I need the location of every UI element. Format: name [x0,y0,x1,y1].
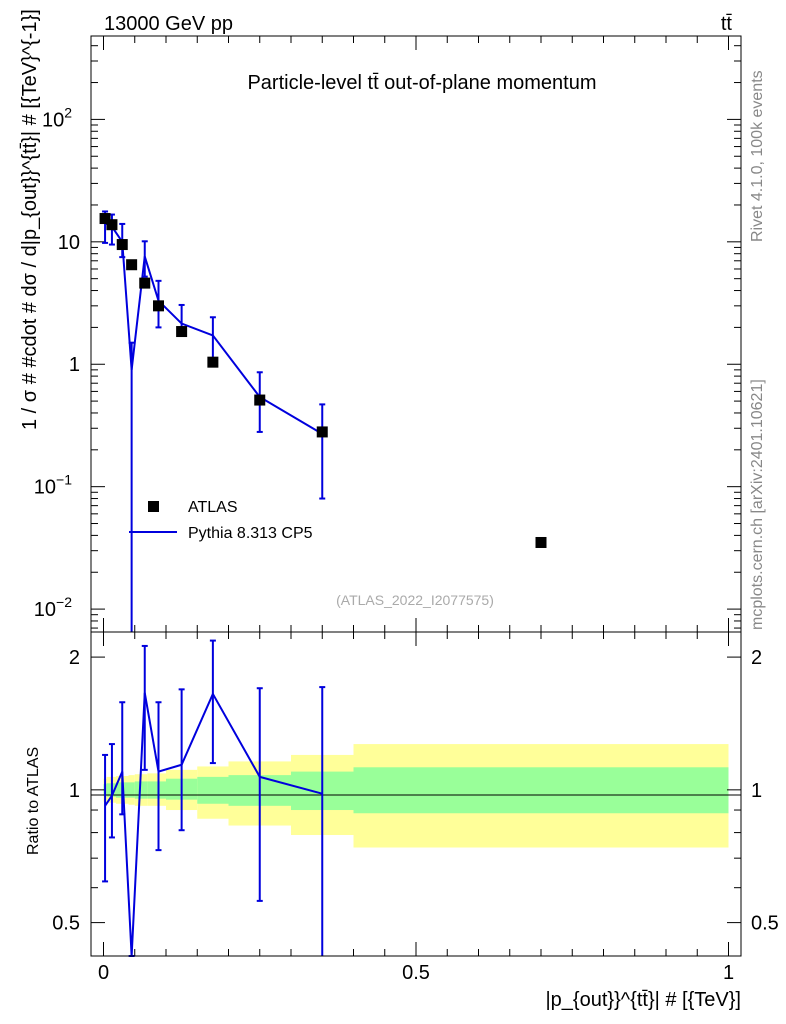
ratio-axis-ticks: 0 0.5 1 0.5 0.5 1 1 2 2 [52,632,779,984]
data-point [99,213,111,225]
inner-band [134,781,148,799]
ratio-panel: 0 0.5 1 0.5 0.5 1 1 2 2 Ratio to ATLAS |p_{out}}… [25,631,779,1011]
inner-band [147,781,166,799]
y-tick-label: 10−2 [34,594,72,621]
energy-label: 13000 GeV pp [104,13,233,35]
ratio-tick-label-left: 1 [69,780,80,802]
main-axis-ticks: 10−2 10−1 1 10 102 [34,36,741,632]
data-point [207,356,219,368]
data-point [139,277,151,289]
ratio-tick-label-right: 2 [751,647,762,669]
ratio-mc-series [102,639,326,957]
main-panel: 10−2 10−1 1 10 102 Particle-level tt̄ out-of… [19,9,742,633]
x-tick-label: 0 [98,962,109,984]
ratio-tick-label-left: 0.5 [52,913,80,935]
x-axis-label: |p_{out}}^{tt̄}| # [{TeV}] [545,989,741,1011]
watermark: (ATLAS_2022_I2077575) [336,592,494,608]
ratio-frame [90,631,742,957]
data-point [176,326,188,338]
data-point [126,259,138,271]
data-point [316,426,328,438]
process-label: tt̄ [721,13,733,35]
legend-data-marker [148,501,159,512]
data-point [254,394,266,406]
data-series [99,213,547,548]
ratio-mc-line [104,691,323,957]
data-point [106,219,118,231]
legend-data-label: ATLAS [188,499,238,516]
ratio-tick-label-right: 0.5 [751,913,779,935]
data-point [153,300,164,312]
side-label-bottom: mcplots.cern.ch [arXiv:2401.10621] [749,379,766,630]
y-tick-label: 10−1 [34,472,72,499]
legend: ATLAS Pythia 8.313 CP5 [129,499,313,542]
ratio-bands [103,744,729,848]
inner-band [197,776,229,804]
mc-series [102,210,326,632]
y-tick-label: 1 [69,354,80,376]
mc-line [104,222,323,435]
main-frame [90,35,742,633]
data-point [116,239,128,251]
inner-band [353,767,729,814]
ratio-tick-label-right: 1 [751,780,762,802]
y-tick-label: 102 [42,104,72,131]
ratio-tick-label-left: 2 [69,647,80,669]
legend-mc-label: Pythia 8.313 CP5 [188,525,313,542]
inner-band [128,782,135,798]
ratio-y-label: Ratio to ATLAS [25,747,42,855]
y-axis-label: 1 / σ # #cdot # dσ / d|p_{out}}^{tt̄}| #… [19,9,41,430]
data-point [535,536,547,548]
side-label-top: Rivet 4.1.0, 100k events [749,70,766,242]
x-tick-label: 1 [723,962,734,984]
y-tick-label: 10 [58,232,80,254]
chart-title: Particle-level tt̄ out-of-plane momentum [247,72,596,94]
x-tick-label: 0.5 [402,962,430,984]
